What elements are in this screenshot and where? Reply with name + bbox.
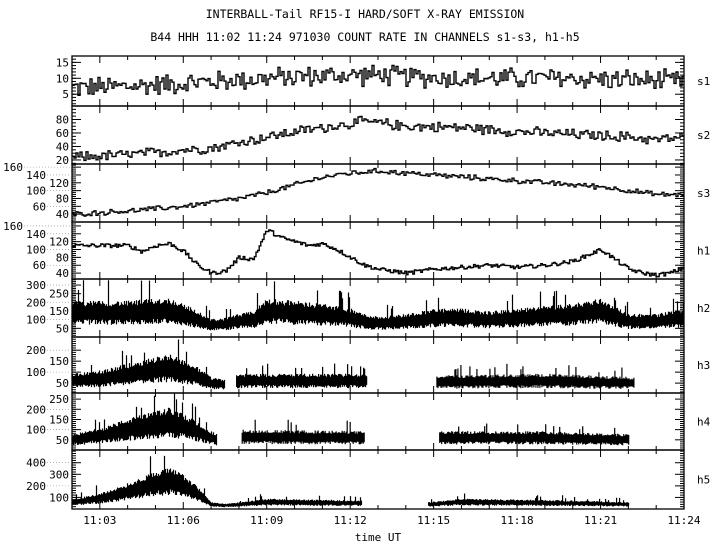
y-tick-label-h2: 200: [26, 296, 46, 309]
y-tick-label-s3: 160: [3, 161, 23, 174]
y-tick-label-s3: 100: [26, 185, 46, 198]
y-tick-label-s1: 5: [62, 88, 69, 101]
y-tick-label-h4: 250: [49, 393, 69, 406]
y-tick-label-s2: 80: [56, 113, 69, 126]
channel-label-h5: h5: [697, 474, 710, 487]
y-tick-label-h5: 300: [49, 468, 69, 481]
y-tick-label-s3: 60: [33, 200, 46, 213]
x-tick-label: 11:03: [83, 514, 116, 527]
panel-h4: h4: [71, 392, 711, 451]
y-tick-label-h4: 150: [49, 413, 69, 426]
series-h1-trace: [72, 229, 684, 278]
y-tick-label-h1: 160: [3, 220, 23, 233]
panel-h5: h5: [71, 449, 710, 510]
channel-label-s3: s3: [697, 187, 710, 200]
channel-label-h3: h3: [697, 359, 710, 372]
x-tick-label: 11:06: [167, 514, 200, 527]
y-tick-label-s3: 80: [56, 192, 69, 205]
channel-label-s1: s1: [697, 75, 710, 88]
y-tick-label-s2: 60: [56, 127, 69, 140]
panel-s3: s3: [71, 163, 710, 223]
y-tick-label-h3: 200: [26, 344, 46, 357]
y-tick-label-s2: 20: [56, 154, 69, 167]
series-s3-trace: [72, 167, 684, 217]
y-tick-label-h2: 100: [26, 314, 46, 327]
y-tick-label-s1: 10: [56, 72, 69, 85]
y-tick-label-h1: 120: [49, 236, 69, 249]
channel-label-h1: h1: [697, 245, 710, 258]
y-tick-label-h4: 200: [26, 403, 46, 416]
y-tick-label-h3: 150: [49, 355, 69, 368]
panel-h1: h1: [71, 221, 710, 280]
y-tick-label-s1: 15: [56, 56, 69, 69]
series-s2-trace: [72, 115, 684, 162]
y-tick-label-h2: 250: [49, 288, 69, 301]
y-tick-labels: 5101520406080406080100120140160406080100…: [3, 56, 72, 504]
panel-s2: s2: [71, 105, 710, 165]
channel-label-h2: h2: [697, 302, 710, 315]
x-axis: 11:03 11:06 11:09 11:12 11:15 11:18 11:21 11:24: [83, 514, 701, 527]
y-tick-label-h1: 80: [56, 251, 69, 264]
y-tick-label-h1: 60: [33, 259, 46, 272]
chart-title: INTERBALL-Tail RF15-I HARD/SOFT X-RAY EM…: [206, 7, 525, 21]
y-tick-label-h4: 100: [26, 424, 46, 437]
y-tick-label-h5: 400: [26, 457, 46, 470]
chart-subtitle: B44 HHH 11:02 11:24 971030 COUNT RATE IN…: [150, 30, 579, 44]
x-tick-label: 11:09: [250, 514, 283, 527]
y-tick-label-h2: 300: [26, 279, 46, 292]
series-s1-trace: [72, 64, 684, 96]
x-tick-label: 11:12: [334, 514, 367, 527]
y-tick-label-h4: 50: [56, 434, 69, 447]
channel-label-s2: s2: [697, 129, 710, 142]
y-tick-label-h1: 100: [26, 244, 46, 257]
y-tick-label-h5: 200: [26, 480, 46, 493]
y-tick-label-h3: 100: [26, 366, 46, 379]
panels: s1 s2 s3 h1 h2 h3 h4 h5: [71, 55, 711, 510]
y-tick-label-s2: 40: [56, 140, 69, 153]
y-tick-label-h1: 140: [26, 228, 46, 241]
y-tick-label-h2: 50: [56, 322, 69, 335]
x-tick-label: 11:24: [667, 514, 700, 527]
channel-label-h4: h4: [697, 416, 711, 429]
x-tick-label: 11:15: [417, 514, 450, 527]
y-tick-label-h1: 40: [56, 267, 69, 280]
x-tick-label: 11:18: [501, 514, 534, 527]
y-tick-label-h2: 150: [49, 305, 69, 318]
y-tick-label-h3: 50: [56, 377, 69, 390]
y-tick-label-s3: 40: [56, 208, 69, 221]
x-axis-label: time UT: [355, 531, 402, 544]
x-tick-label: 11:21: [584, 514, 617, 527]
y-tick-label-s3: 120: [49, 177, 69, 190]
y-tick-label-h5: 100: [49, 491, 69, 504]
y-tick-label-s3: 140: [26, 169, 46, 182]
